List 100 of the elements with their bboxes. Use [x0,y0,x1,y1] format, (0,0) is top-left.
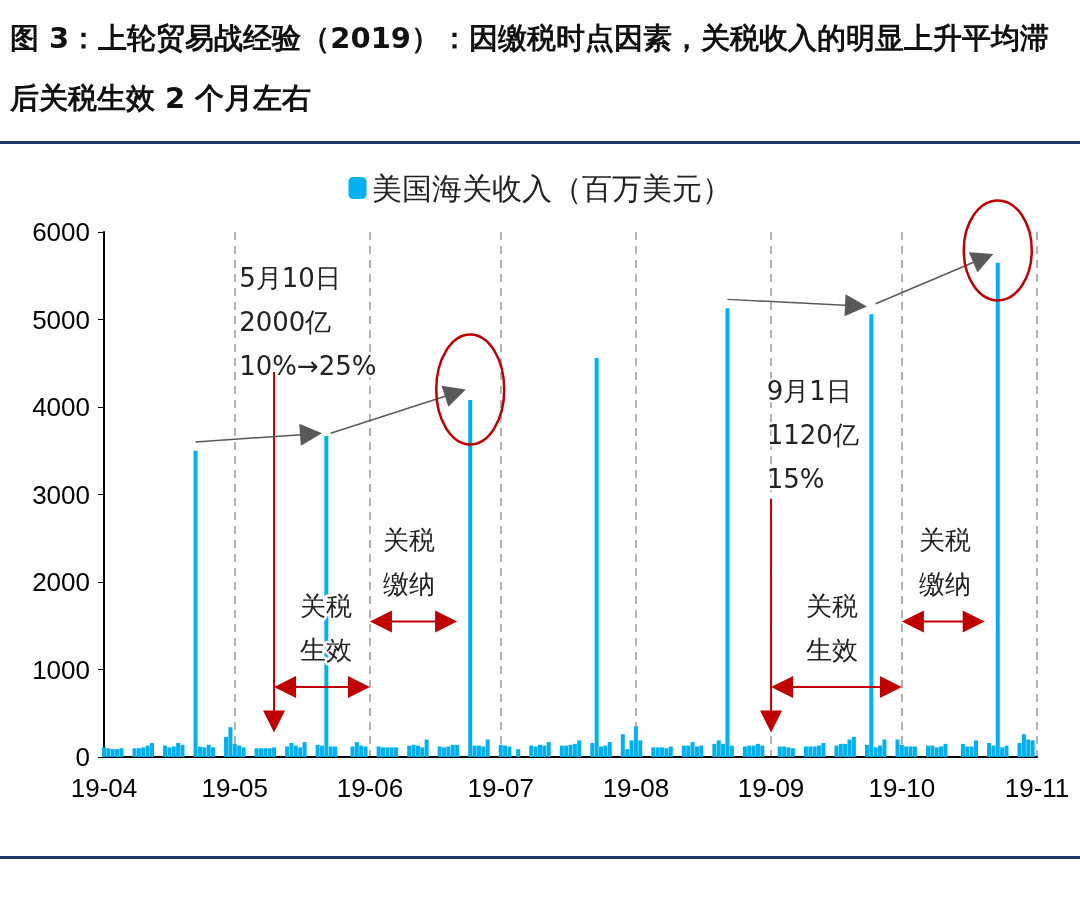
bar [686,745,691,757]
bar [803,746,808,757]
bar [838,743,843,757]
bar [237,745,242,757]
bar [651,747,656,757]
bar [725,308,730,757]
bar [258,748,263,757]
bar [930,745,935,757]
bar [620,734,625,757]
bar [285,746,290,757]
bar [895,739,900,757]
bar [987,743,992,757]
y-tick-label: 6000 [32,217,90,247]
x-tick-label: 19-04 [70,773,138,803]
bar [424,739,429,757]
x-tick-label: 19-09 [737,773,805,803]
bar [603,745,608,757]
bar [293,745,298,757]
bar [167,747,172,757]
bar [1030,740,1035,757]
bar [254,748,259,757]
bar [228,727,233,757]
bar [450,744,455,757]
bar [171,746,176,757]
bar [572,743,577,757]
bar [834,745,839,757]
bar [755,743,760,757]
bar [681,745,686,757]
bar [869,314,874,757]
x-tick-label: 19-06 [336,773,404,803]
y-tick-label: 3000 [32,479,90,510]
bar [995,262,1000,757]
bar [180,744,185,757]
bar [690,742,695,757]
x-tick-label: 19-08 [602,773,670,803]
bar [712,743,717,757]
bar [381,747,386,757]
bar [315,744,320,757]
bar [542,745,547,757]
bar [102,747,106,757]
annotation: 9月1日 1120亿 15% [766,376,859,494]
bar [782,746,787,757]
bar [633,726,638,757]
bar [163,745,168,757]
bar [106,748,111,757]
bar [206,744,211,757]
bar [533,746,538,757]
bar [498,744,503,757]
bar [115,749,120,757]
annotation: 关税缴纳 [919,524,972,599]
bar [851,736,856,757]
bar [455,744,460,757]
bar [363,746,368,757]
y-tick-label: 4000 [32,392,90,422]
x-tick-label: 19-11 [1004,773,1070,803]
bar [503,745,508,757]
bar [193,450,198,757]
bar [446,746,451,757]
bar [965,746,970,757]
y-tick-label: 5000 [32,304,90,335]
bar [664,748,669,757]
bar [132,748,137,757]
y-tick-label: 0 [75,742,90,772]
bar [354,742,359,757]
bar [407,745,412,757]
bar [468,400,473,757]
bar [882,739,887,757]
bar [943,743,948,757]
bar [145,745,150,757]
bar [760,745,765,757]
bar [333,746,338,757]
bar [263,748,268,757]
bar [211,747,215,757]
bar [176,743,181,757]
bar [359,745,364,757]
y-tick-label: 2000 [32,567,90,597]
y-tick-label: 1000 [32,654,90,685]
bar [516,749,521,757]
bar [241,747,246,757]
bar [777,746,782,757]
bar [786,747,791,757]
bar [594,358,599,757]
annotation: 5月10日 2000亿 10%→25% [239,263,377,382]
bar [655,747,660,757]
bar [847,739,852,757]
bar [817,745,822,757]
bar [973,740,978,757]
bar [747,745,752,757]
bar [272,747,277,757]
bar [119,748,124,757]
bar [904,746,909,757]
bar [110,749,115,757]
bar [1021,734,1026,757]
bar [790,748,795,757]
bar [821,743,826,757]
bar [668,746,673,757]
bar [577,740,582,757]
bar [808,746,813,757]
bar [843,743,848,757]
bar [960,743,965,757]
